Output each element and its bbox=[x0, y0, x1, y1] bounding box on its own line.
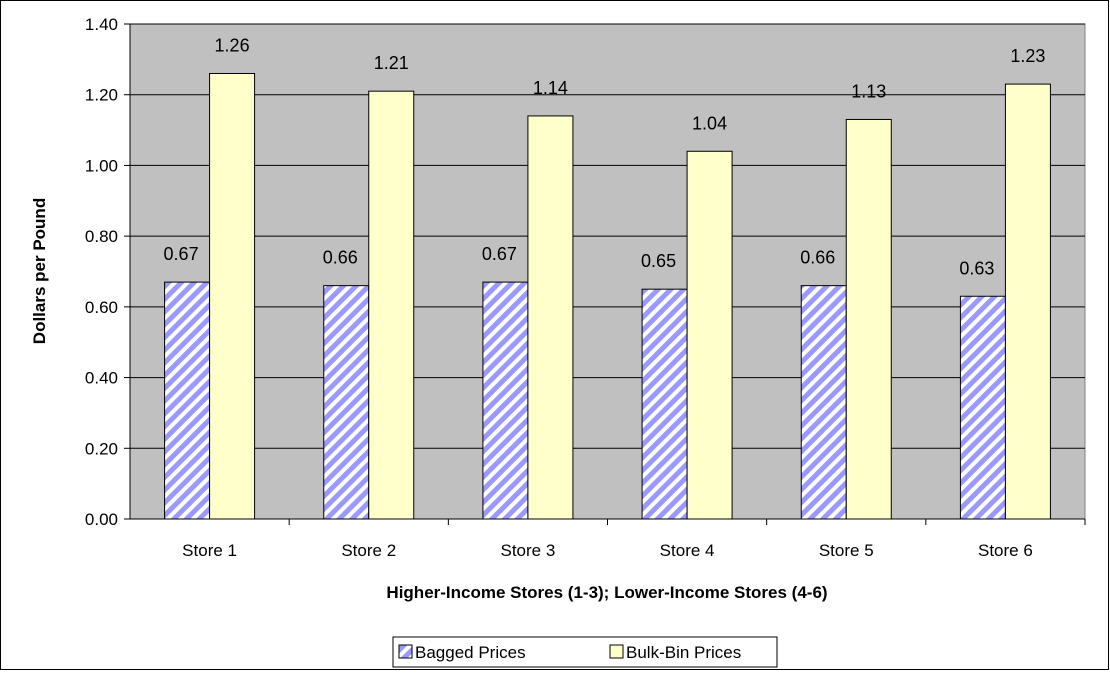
data-label-bulk: 1.04 bbox=[692, 113, 727, 133]
bar-bagged bbox=[482, 281, 529, 520]
legend-box bbox=[392, 636, 778, 668]
y-tick-label: 1.40 bbox=[85, 15, 118, 34]
y-tick-label: 0.40 bbox=[85, 369, 118, 388]
bar-bagged bbox=[641, 288, 688, 520]
data-label-bulk: 1.13 bbox=[851, 81, 886, 101]
y-tick-labels: 0.00 0.20 0.40 0.60 0.80 1.00 1.20 1.40 bbox=[85, 15, 118, 529]
x-tick-label: Store 4 bbox=[660, 541, 715, 560]
axes bbox=[124, 23, 1086, 525]
legend-swatch-bagged bbox=[398, 644, 413, 659]
y-tick-label: 0.80 bbox=[85, 227, 118, 246]
bars bbox=[164, 73, 1051, 520]
plot-area bbox=[129, 23, 1086, 520]
bar-bagged bbox=[323, 285, 370, 520]
x-tick-label: Store 6 bbox=[978, 541, 1033, 560]
y-tick-label: 1.20 bbox=[85, 86, 118, 105]
data-label-bagged: 0.67 bbox=[482, 244, 517, 264]
x-axis-label: Higher-Income Stores (1-3); Lower-Income… bbox=[386, 583, 827, 602]
bar-bulk bbox=[209, 73, 256, 520]
bar-bagged bbox=[164, 281, 211, 520]
bar-bulk bbox=[527, 115, 574, 520]
bar-bulk bbox=[1004, 83, 1051, 520]
gridlines bbox=[130, 23, 1085, 449]
bar-bagged bbox=[800, 285, 847, 520]
x-tick-label: Store 3 bbox=[501, 541, 556, 560]
x-tick-labels: Store 1 Store 2 Store 3 Store 4 Store 5 Store… bbox=[182, 541, 1033, 560]
bar-bulk bbox=[368, 90, 415, 520]
data-label-bagged: 0.67 bbox=[164, 244, 199, 264]
data-label-bulk: 1.14 bbox=[533, 78, 568, 98]
bar-bulk bbox=[845, 118, 892, 520]
data-label-bagged: 0.66 bbox=[323, 248, 358, 268]
y-tick-label: 0.20 bbox=[85, 439, 118, 458]
data-label-bagged: 0.63 bbox=[959, 258, 994, 278]
x-tick-label: Store 5 bbox=[819, 541, 874, 560]
x-tick-label: Store 1 bbox=[182, 541, 237, 560]
data-labels: 0.67 1.26 0.66 1.21 0.67 1.14 0.65 1.04 0.66 1.13… bbox=[164, 36, 1046, 279]
legend: Bagged Prices Bulk-Bin Prices bbox=[392, 636, 778, 668]
y-tick-label: 0.60 bbox=[85, 298, 118, 317]
y-tick-label: 1.00 bbox=[85, 156, 118, 175]
bar-bulk bbox=[686, 150, 733, 520]
y-axis-label: Dollars per Pound bbox=[30, 198, 49, 344]
legend-label-bagged: Bagged Prices bbox=[415, 643, 526, 662]
data-label-bagged: 0.65 bbox=[641, 251, 676, 271]
bar-bagged bbox=[959, 295, 1006, 520]
data-label-bulk: 1.26 bbox=[215, 36, 250, 56]
legend-label-bulk: Bulk-Bin Prices bbox=[626, 643, 741, 662]
x-tick-label: Store 2 bbox=[341, 541, 396, 560]
legend-swatch-bulk bbox=[609, 644, 624, 659]
y-tick-label: 0.00 bbox=[85, 510, 118, 529]
data-label-bulk: 1.21 bbox=[374, 53, 409, 73]
data-label-bagged: 0.66 bbox=[800, 248, 835, 268]
data-label-bulk: 1.23 bbox=[1010, 46, 1045, 66]
